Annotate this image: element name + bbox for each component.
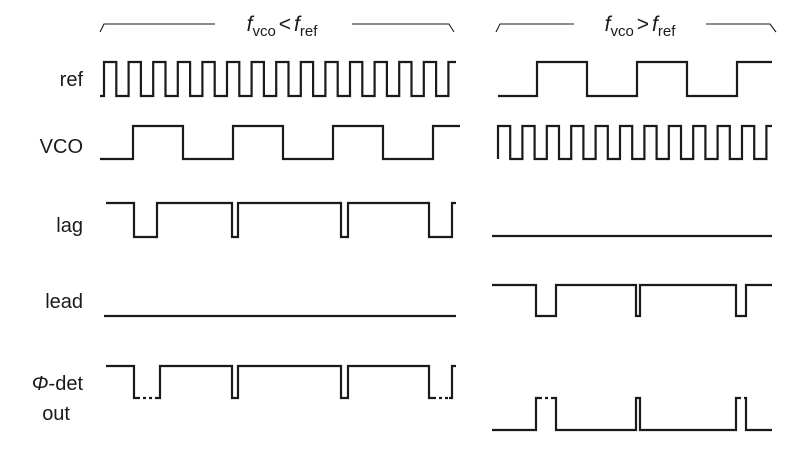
waveform-lag-left	[106, 201, 456, 239]
waveform-phase-out-right	[492, 396, 772, 432]
waveform-phase-out-left	[106, 364, 456, 400]
brace-left-section	[99, 23, 455, 33]
label-ref: ref	[60, 69, 84, 91]
label-lag: lag	[56, 215, 83, 237]
header-right-label: fvco > fref	[605, 13, 677, 40]
header-left: fvco < fref	[99, 13, 455, 40]
waveform-ref-right	[498, 60, 772, 98]
label-phase-detector-out-line2: out	[42, 403, 70, 425]
header-right: fvco > fref	[495, 13, 777, 40]
brace-right-section	[495, 23, 777, 33]
waveform-ref-left	[100, 60, 456, 98]
left-section-waveforms	[100, 60, 460, 400]
label-lead: lead	[45, 291, 83, 313]
waveform-vco-right	[496, 124, 772, 161]
label-phase-detector-out: Φ-det	[32, 373, 84, 395]
label-vco: VCO	[40, 136, 83, 158]
header-left-label: fvco < fref	[247, 13, 319, 40]
waveform-lead-right	[492, 283, 772, 318]
waveform-vco-left	[100, 124, 460, 161]
right-section-waveforms	[492, 60, 772, 432]
